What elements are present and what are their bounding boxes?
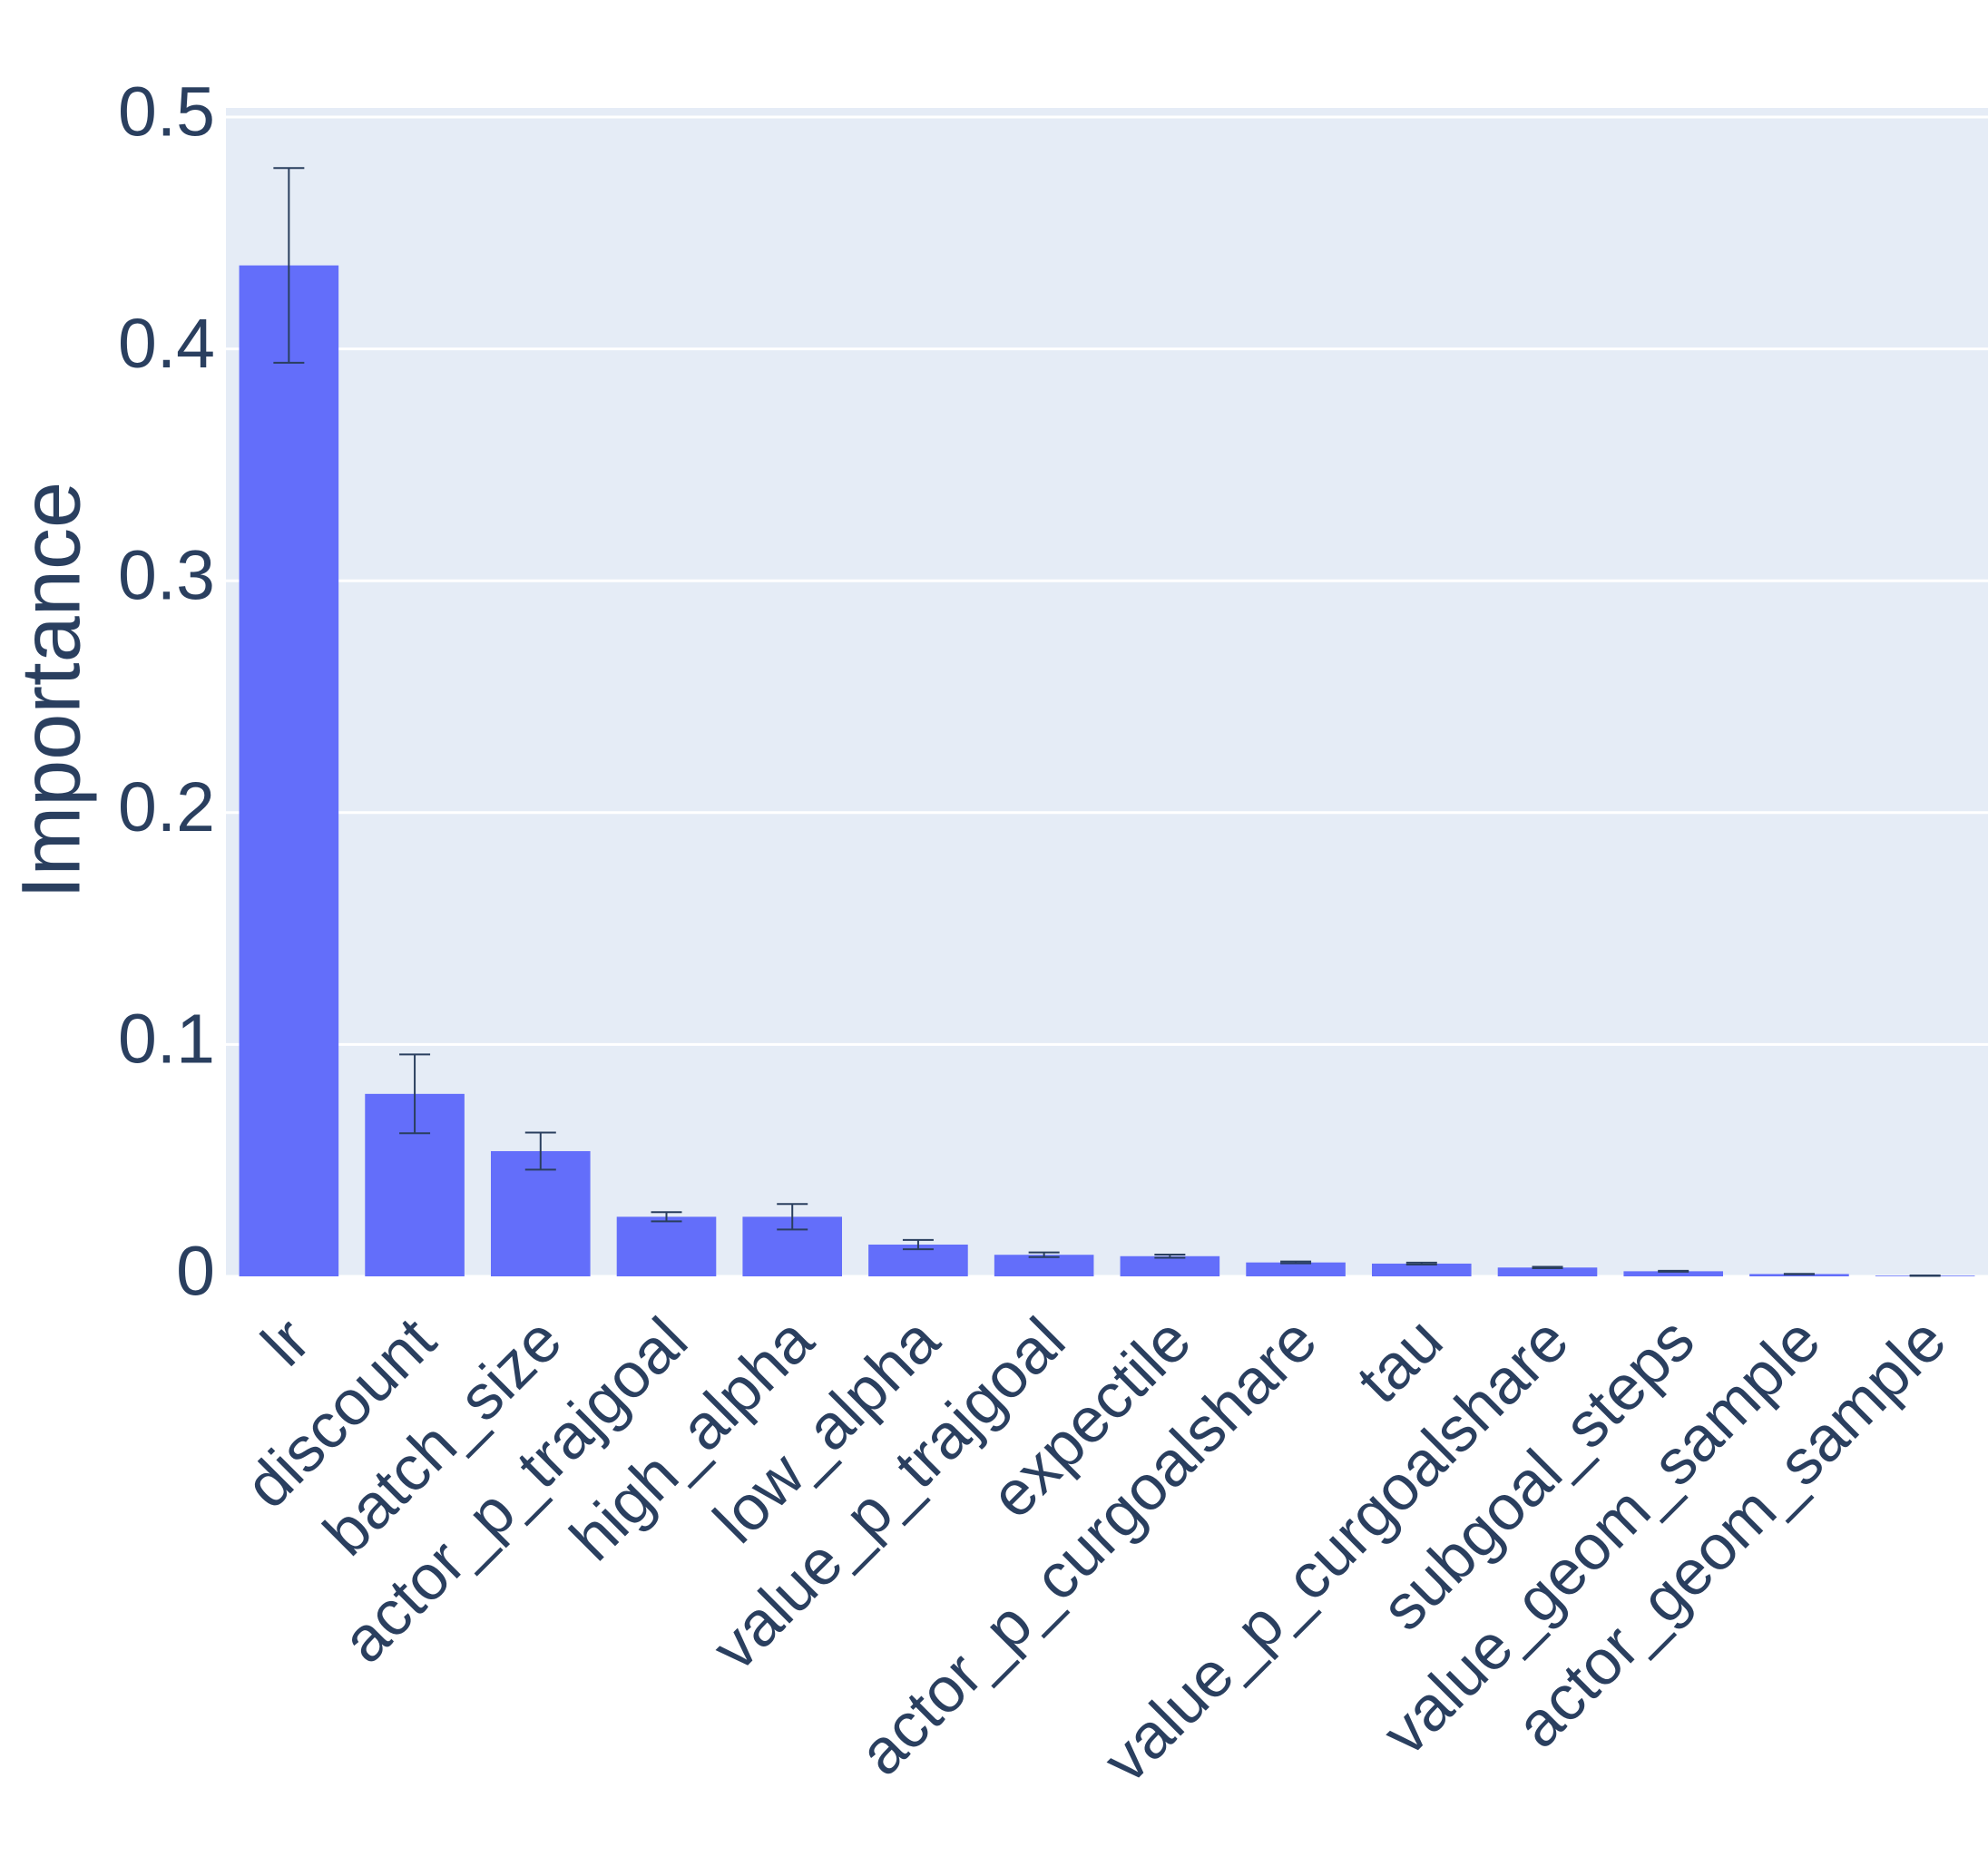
error-bar bbox=[1532, 1265, 1563, 1270]
x-tick-label: lr bbox=[248, 1304, 323, 1380]
error-bar bbox=[524, 1131, 556, 1171]
y-tick-label: 0 bbox=[176, 1232, 215, 1310]
y-tick-label: 0.3 bbox=[118, 537, 215, 615]
bar bbox=[490, 1150, 591, 1276]
bar bbox=[1371, 1263, 1472, 1276]
error-bar bbox=[777, 1203, 808, 1231]
error-bar bbox=[1658, 1269, 1689, 1273]
y-axis-title: Importance bbox=[5, 482, 97, 899]
bar bbox=[1246, 1262, 1346, 1276]
bar bbox=[1623, 1271, 1724, 1276]
error-bar bbox=[1280, 1260, 1312, 1265]
bar bbox=[239, 265, 339, 1277]
error-bar bbox=[1405, 1261, 1437, 1265]
error-bar bbox=[399, 1053, 431, 1135]
error-bar bbox=[1783, 1273, 1815, 1275]
bar bbox=[1120, 1255, 1220, 1276]
y-tick-label: 0.5 bbox=[118, 73, 215, 151]
bar bbox=[1749, 1274, 1849, 1276]
error-bar bbox=[1909, 1274, 1941, 1277]
error-bar bbox=[651, 1211, 682, 1223]
plot-background bbox=[226, 108, 1988, 1276]
y-tick-label: 0.2 bbox=[118, 768, 215, 846]
y-tick-label: 0.1 bbox=[118, 1001, 215, 1079]
y-tick-label: 0.4 bbox=[118, 305, 215, 383]
bar bbox=[616, 1216, 717, 1276]
error-bar bbox=[1028, 1251, 1060, 1258]
bar bbox=[994, 1255, 1094, 1276]
error-bar bbox=[273, 167, 305, 364]
error-bar bbox=[1154, 1253, 1186, 1259]
error-bar bbox=[902, 1238, 934, 1251]
bar bbox=[1497, 1267, 1598, 1276]
